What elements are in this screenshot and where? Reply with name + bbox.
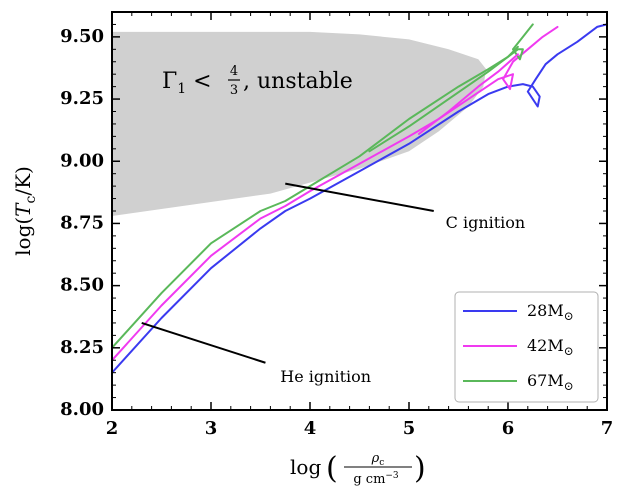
x-axis-label-denominator: g cm−3 — [353, 471, 399, 487]
x-tick-label: 3 — [205, 418, 218, 439]
y-tick-label: 8.50 — [60, 275, 104, 296]
x-axis-label-paren-close: ) — [414, 451, 426, 486]
x-tick-label: 6 — [502, 418, 515, 439]
unstable-region — [112, 31, 487, 217]
annotations-layer: C ignition He ignition — [141, 182, 526, 386]
legend: 28M⊙ 42M⊙ 67M⊙ — [454, 291, 599, 403]
x-axis-label: log( ρc g cm−3) — [290, 451, 426, 487]
y-tick-label: 8.75 — [60, 212, 104, 233]
legend-label-28m: 28M⊙ — [527, 301, 574, 323]
series-track-67m-0 — [368, 45, 519, 153]
unstable-region-suffix: , unstable — [243, 69, 353, 94]
x-tick-label: 5 — [403, 418, 416, 439]
y-tick-label: 9.00 — [60, 150, 104, 171]
legend-label-67m: 67M⊙ — [527, 371, 574, 393]
series-track-42m-1 — [417, 53, 519, 135]
axes-layer: 2 3 4 5 6 7 8.00 8.25 8.50 8.75 9.00 9.25 9.50 log(Tc… — [11, 11, 614, 487]
he-ignition-label: He ignition — [280, 367, 371, 386]
series-line-42m — [112, 25, 559, 362]
x-tick-label: 7 — [601, 418, 614, 439]
legend-box — [454, 291, 599, 403]
unstable-fraction-num: 4 — [230, 64, 238, 79]
y-tick-label: 9.50 — [60, 26, 104, 47]
y-tick-label: 9.25 — [60, 88, 104, 109]
legend-label-42m: 42M⊙ — [527, 336, 574, 358]
x-axis-label-log: log — [290, 455, 321, 479]
unstable-fraction-den: 3 — [230, 83, 238, 98]
series-line-67m — [112, 23, 534, 349]
unstable-region-label: Γ1 < — [162, 69, 212, 97]
x-axis-label-paren-open: ( — [326, 451, 338, 486]
y-axis-label: log(Tc/K) — [11, 166, 39, 256]
x-tick-label: 2 — [106, 418, 119, 439]
x-axis-label-numerator: ρc — [371, 451, 385, 468]
y-tick-label: 8.00 — [60, 399, 104, 420]
x-tick-label: 4 — [304, 418, 317, 439]
c-ignition-label: C ignition — [446, 213, 526, 232]
c-ignition-pointer — [285, 182, 434, 212]
unstable-region-layer: Γ1 < 4 3 , unstable — [112, 31, 487, 217]
series-line-28m — [112, 23, 607, 374]
series-layer — [112, 23, 607, 374]
y-tick-label: 8.25 — [60, 337, 104, 358]
he-ignition-pointer — [141, 321, 266, 364]
